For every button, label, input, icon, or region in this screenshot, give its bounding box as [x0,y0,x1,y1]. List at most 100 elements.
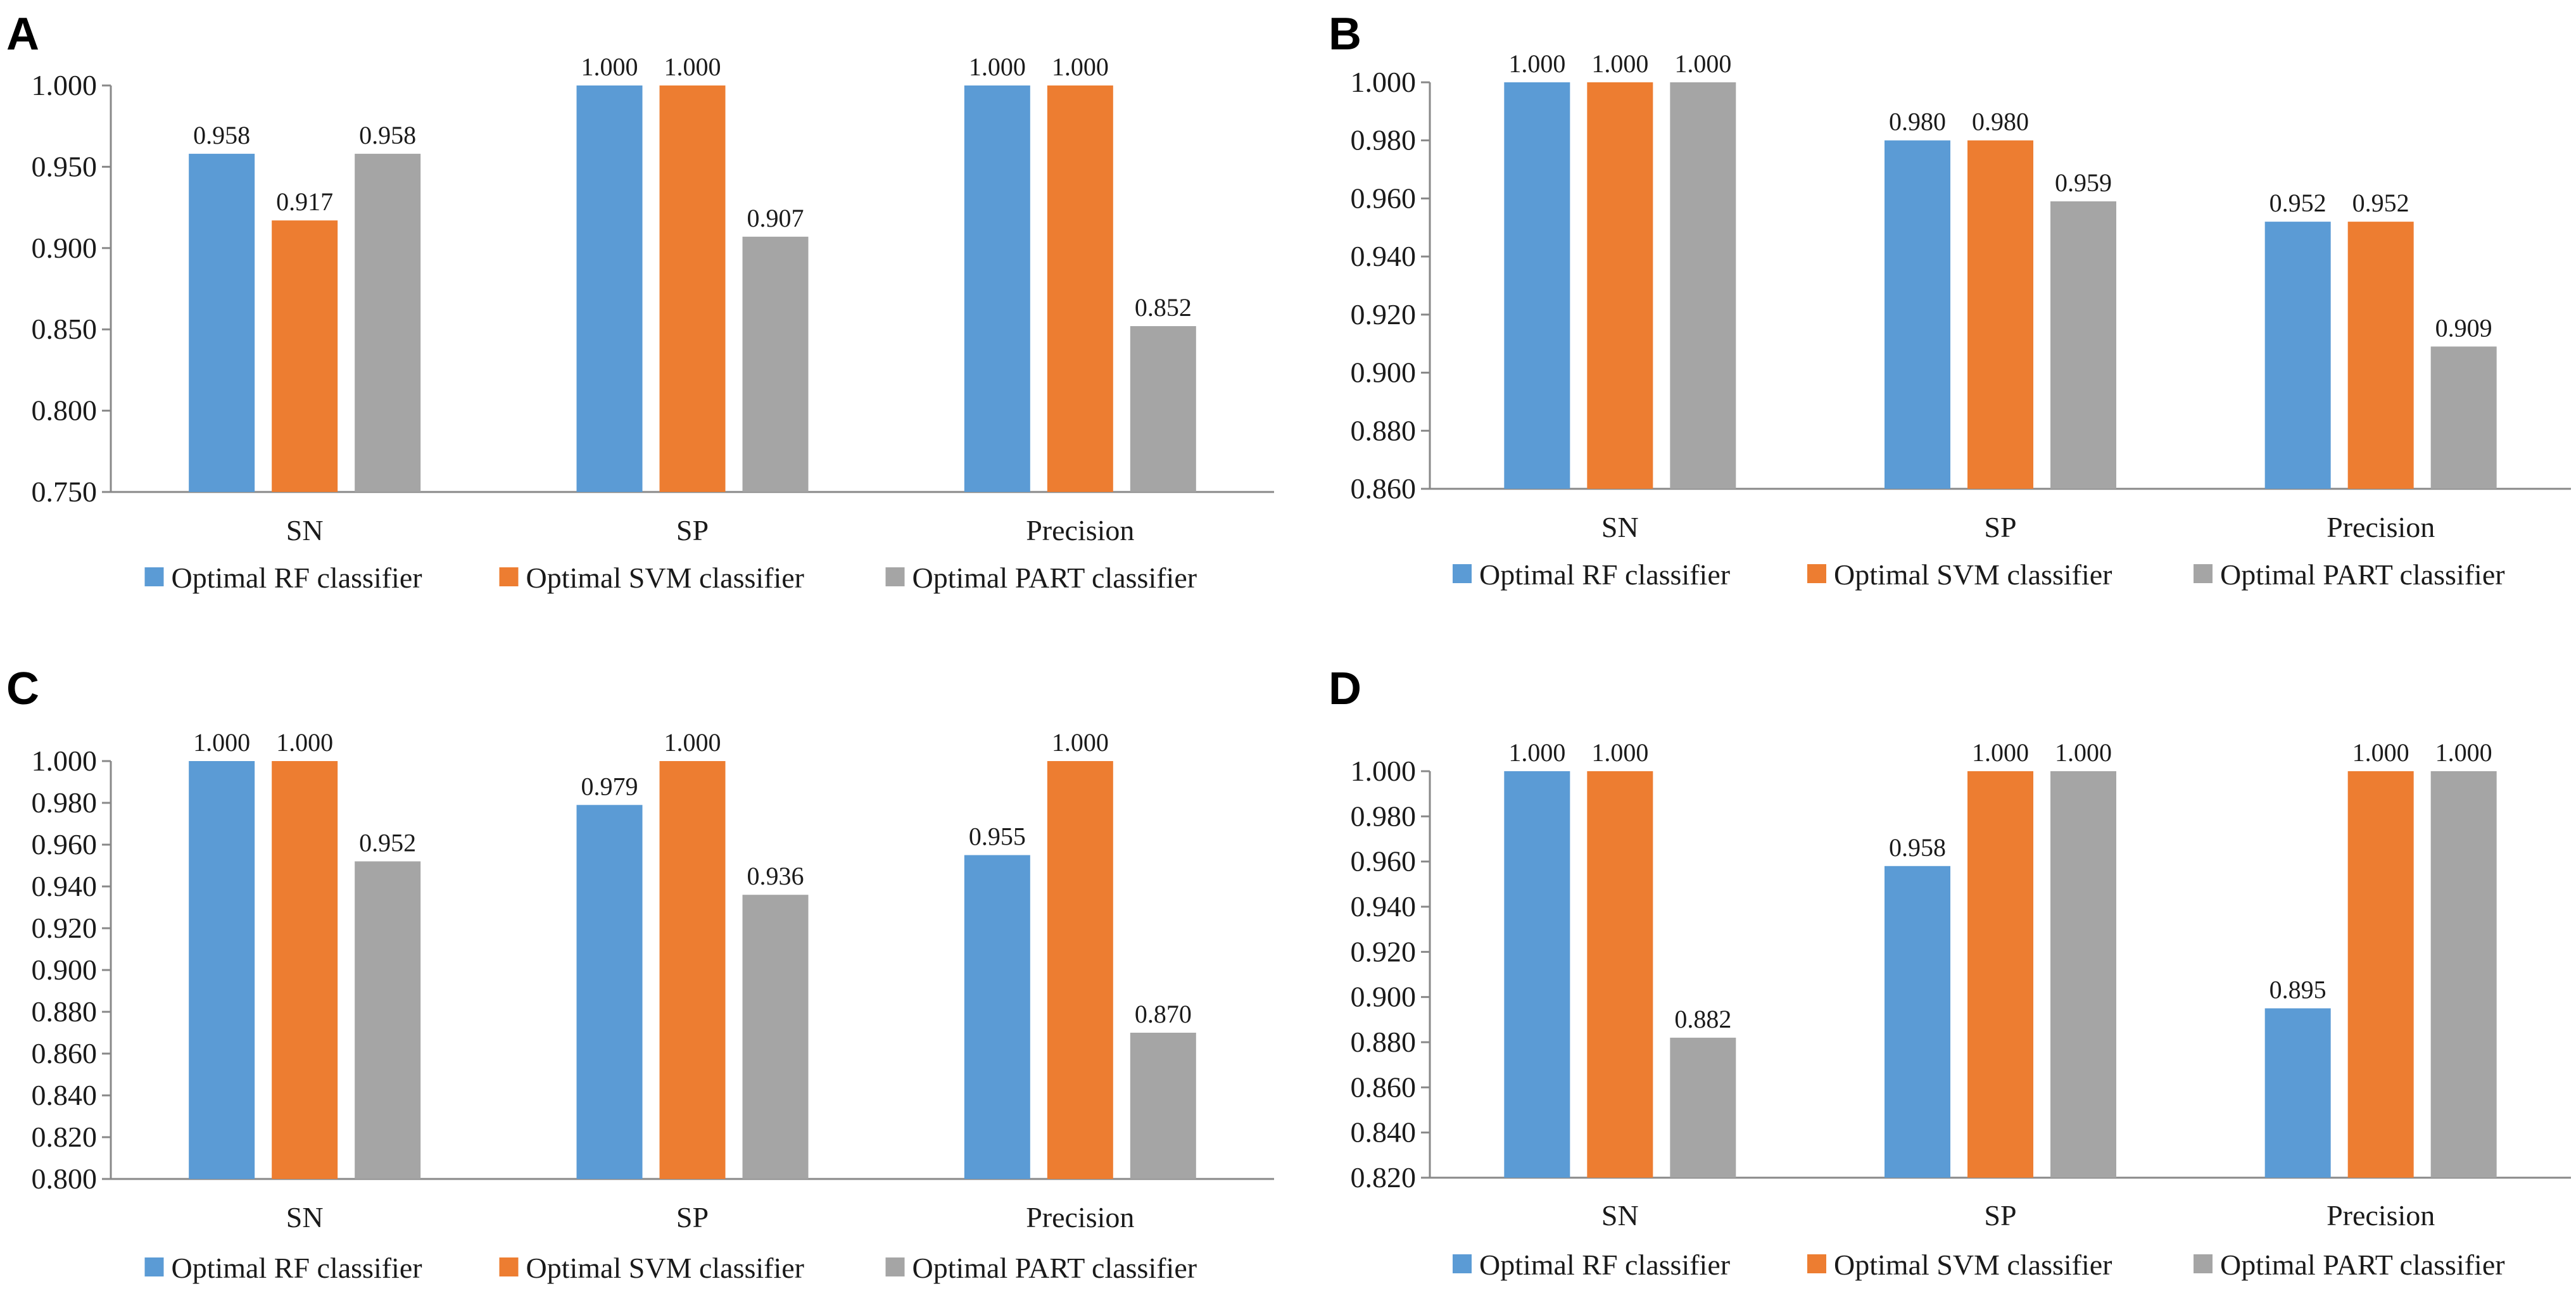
bar-precision-series-2 [1047,85,1113,492]
data-label: 0.980 [1889,108,1946,136]
y-tick-label: 0.840 [32,1079,98,1111]
y-tick-label: 0.850 [32,313,98,345]
data-label: 0.882 [1674,1005,1731,1033]
legend-swatch [499,1257,519,1276]
y-tick-label: 0.920 [32,912,98,944]
y-tick-label: 0.950 [32,150,98,182]
data-label: 1.000 [1052,53,1109,81]
y-tick-label: 0.860 [1351,472,1417,505]
panel-letter: A [6,9,39,60]
data-label: 1.000 [1508,738,1565,767]
bar-sp-series-3 [742,895,809,1179]
y-tick-label: 0.900 [1351,981,1417,1013]
data-label: 1.000 [969,53,1026,81]
data-label: 0.952 [359,828,416,857]
bar-precision-series-1 [2264,1008,2331,1178]
panel-letter: B [1329,9,1361,60]
data-label: 0.979 [581,772,638,800]
legend-label: Optimal RF classifier [1479,558,1730,591]
y-tick-label: 0.940 [1351,890,1417,923]
bar-sn-series-3 [1670,1037,1736,1178]
y-tick-label: 0.940 [1351,240,1417,272]
y-tick-label: 0.900 [32,954,98,986]
y-tick-label: 0.880 [1351,414,1417,446]
y-tick-label: 0.920 [1351,298,1417,331]
bar-sn-series-1 [189,761,255,1179]
data-label: 1.000 [193,728,250,757]
data-label: 1.000 [1591,738,1648,767]
bar-sp-series-3 [2050,201,2116,489]
y-tick-label: 0.940 [32,870,98,902]
data-label: 1.000 [664,53,721,81]
data-label: 1.000 [2435,738,2492,767]
bar-precision-series-2 [2347,222,2414,489]
x-category-label: SP [676,1201,709,1233]
data-label: 1.000 [1972,738,2029,767]
bar-sp-series-2 [659,761,726,1179]
panel-letter: C [6,664,39,714]
data-label: 1.000 [2055,738,2112,767]
y-tick-label: 0.960 [32,828,98,860]
y-tick-label: 0.960 [1351,182,1417,214]
y-tick-label: 0.980 [32,786,98,819]
x-category-label: Precision [2327,1199,2435,1232]
x-category-label: Precision [2327,511,2435,543]
y-tick-label: 0.860 [32,1037,98,1069]
legend-label: Optimal SVM classifier [526,1252,805,1284]
chart-panel-d: D 0.820 0.840 0.860 0.880 0.900 0.920 0.940 0.96… [1329,664,2571,1281]
legend-label: Optimal PART classifier [912,1252,1197,1284]
data-label: 1.000 [1052,728,1109,757]
x-category-label: SN [1601,1199,1639,1232]
bar-sn-series-3 [355,153,421,492]
y-tick-label: 0.960 [1351,845,1417,878]
legend-label: Optimal SVM classifier [1834,1249,2112,1281]
bar-sn-series-1 [1504,82,1570,489]
panel-letter: D [1329,664,1361,714]
data-label: 0.917 [276,187,333,216]
bar-sp-series-1 [1885,140,1950,489]
data-label: 1.000 [1674,49,1731,78]
data-label: 0.958 [193,121,250,149]
y-tick-label: 0.840 [1351,1116,1417,1149]
legend-label: Optimal SVM classifier [1834,558,2112,591]
legend-swatch [885,1257,905,1276]
bar-sp-series-2 [1967,140,2033,489]
bar-sn-series-1 [189,153,255,492]
bar-sp-series-1 [576,805,643,1179]
y-tick-label: 0.900 [1351,356,1417,389]
data-label: 1.000 [1508,49,1565,78]
bar-precision-series-2 [1047,761,1113,1179]
legend-swatch [144,1257,164,1276]
bar-precision-series-1 [2264,222,2331,489]
y-tick-label: 0.880 [1351,1026,1417,1058]
data-label: 0.959 [2055,168,2112,197]
x-category-label: Precision [1026,1201,1134,1233]
y-tick-label: 0.880 [32,995,98,1028]
bar-precision-series-2 [2347,771,2414,1178]
data-label: 0.895 [2270,976,2327,1004]
bar-sn-series-2 [272,220,338,492]
data-label: 1.000 [581,53,638,81]
x-category-label: SP [676,514,709,546]
bar-sp-series-3 [742,236,809,492]
y-tick-label: 0.820 [32,1121,98,1153]
bar-sp-series-3 [2050,771,2116,1178]
legend: Optimal RF classifier Optimal SVM classif… [144,562,1197,594]
legend-label: Optimal RF classifier [172,562,422,594]
y-tick-label: 0.900 [32,232,98,264]
y-tick-label: 1.000 [32,69,98,101]
data-label: 0.952 [2352,189,2409,217]
data-label: 0.870 [1135,1000,1192,1028]
bar-precision-series-3 [1130,326,1196,492]
data-label: 0.852 [1135,293,1192,322]
legend-swatch [1807,1254,1826,1273]
bar-sp-series-1 [1885,866,1950,1178]
legend-swatch [1453,564,1472,583]
data-label: 0.936 [747,862,804,890]
legend-swatch [1807,564,1826,583]
legend-label: Optimal PART classifier [2220,1249,2505,1281]
y-tick-label: 0.750 [32,476,98,508]
bar-sn-series-1 [1504,771,1570,1178]
bar-sp-series-2 [1967,771,2033,1178]
bar-precision-series-3 [1130,1033,1196,1179]
